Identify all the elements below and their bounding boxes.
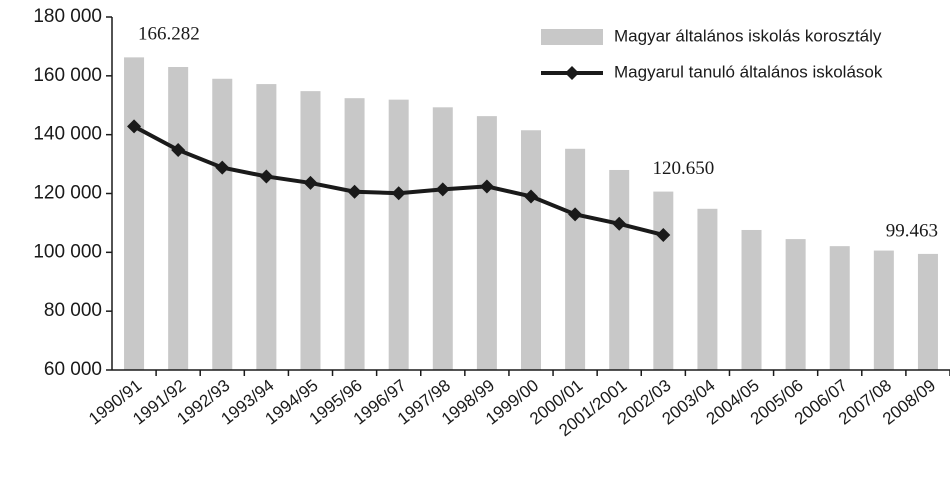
bar [521, 130, 541, 370]
marker [259, 169, 274, 184]
y-tick-label: 120 000 [33, 183, 102, 204]
y-tick-label: 140 000 [33, 124, 102, 145]
legend-label: Magyarul tanuló általános iskolások [614, 62, 883, 81]
bar [432, 107, 453, 370]
legend-marker [565, 66, 579, 80]
bar [697, 208, 718, 370]
y-tick-label: 160 000 [33, 65, 102, 86]
marker [347, 184, 362, 199]
marker [612, 216, 627, 231]
marker [215, 160, 230, 175]
marker [568, 207, 583, 222]
y-tick-label: 80 000 [44, 300, 102, 321]
bar [212, 78, 233, 371]
bar [653, 191, 674, 370]
bar [565, 148, 586, 370]
y-tick-label: 100 000 [33, 241, 102, 262]
bar [873, 250, 894, 370]
y-tick-label: 180 000 [33, 6, 102, 27]
bar [300, 91, 321, 370]
legend-label: Magyar általános iskolás korosztály [614, 26, 882, 45]
marker [479, 179, 494, 194]
marker [303, 175, 318, 190]
data-label: 99.463 [886, 220, 938, 241]
bar [917, 253, 938, 370]
bar [785, 239, 806, 370]
bar [124, 57, 145, 370]
marker [127, 119, 142, 134]
marker [171, 142, 186, 157]
bar [609, 169, 630, 370]
bar [741, 229, 762, 370]
marker [435, 182, 450, 197]
bar [476, 116, 497, 371]
y-tick-label: 60 000 [44, 359, 102, 380]
marker [391, 186, 406, 201]
legend-swatch [541, 29, 603, 45]
marker [656, 227, 671, 242]
bar [168, 67, 189, 370]
data-label: 120.650 [652, 158, 714, 179]
marker [524, 189, 538, 204]
bar [829, 246, 850, 370]
data-label: 166.282 [138, 24, 200, 45]
bar [344, 98, 365, 370]
bar [256, 84, 277, 370]
bar [388, 99, 409, 371]
